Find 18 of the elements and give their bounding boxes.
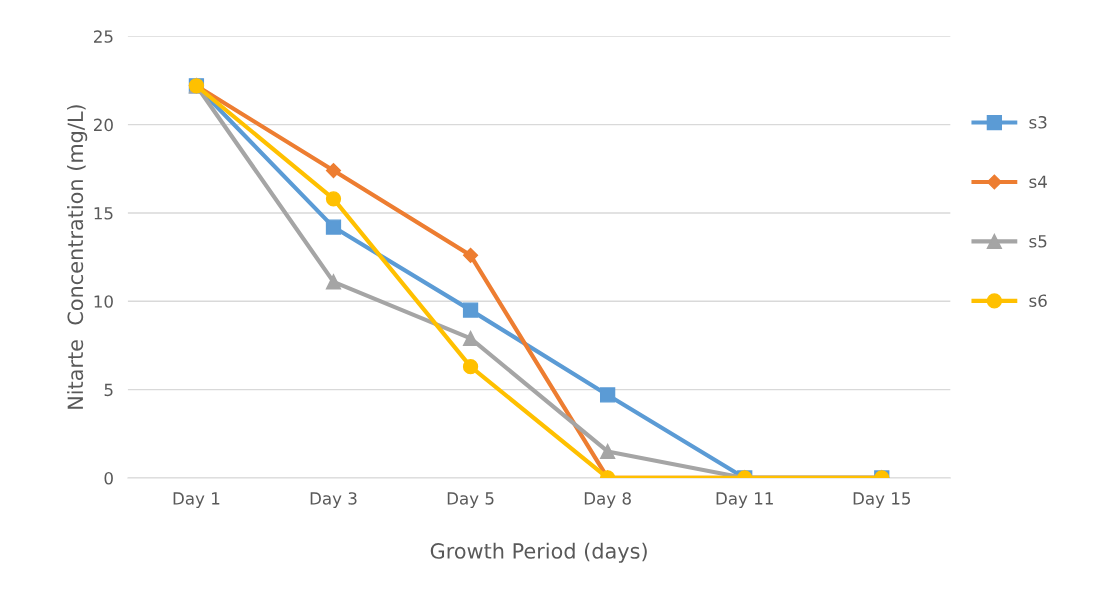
- x-tick-label: Day 1: [173, 492, 220, 508]
- x-tick-label: Day 3: [310, 492, 357, 508]
- y-tick-label: 5: [104, 383, 113, 397]
- y-tick-label: 25: [94, 30, 113, 43]
- legend-label: s3: [1029, 115, 1047, 129]
- legend-label: s4: [1029, 175, 1047, 189]
- x-tick-label: Day 15: [853, 492, 911, 508]
- legend-label: s5: [1029, 235, 1047, 248]
- y-tick-label: 0: [104, 471, 113, 485]
- y-axis-title: Nitarte Concentration (mg/L): [67, 105, 88, 409]
- y-tick-label: 20: [94, 118, 113, 132]
- legend-label: s6: [1029, 294, 1047, 307]
- x-tick-label: Day 8: [584, 492, 631, 508]
- x-axis-title: Growth Period (days): [430, 542, 647, 563]
- x-tick-label: Day 11: [716, 492, 773, 508]
- x-tick-label: Day 5: [447, 492, 494, 508]
- y-tick-label: 15: [94, 207, 113, 220]
- y-tick-label: 10: [94, 295, 113, 308]
